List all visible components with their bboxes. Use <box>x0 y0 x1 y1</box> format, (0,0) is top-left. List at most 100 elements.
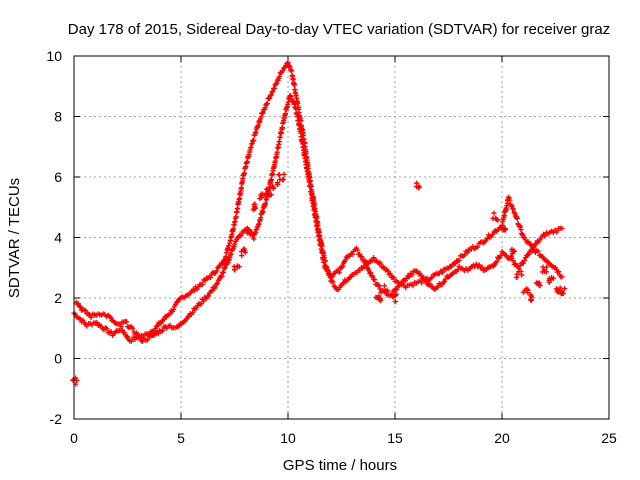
data-marker <box>133 330 139 336</box>
data-marker <box>507 197 513 203</box>
data-marker <box>554 229 560 235</box>
data-marker <box>239 252 245 259</box>
data-marker <box>429 275 435 281</box>
data-marker <box>233 214 239 220</box>
data-marker <box>557 285 563 291</box>
data-marker <box>524 287 531 293</box>
data-marker <box>170 306 177 313</box>
x-tick-label: 10 <box>280 430 296 446</box>
data-marker <box>281 171 287 177</box>
data-marker <box>476 262 482 268</box>
data-marker <box>370 274 376 280</box>
data-marker <box>390 293 396 299</box>
data-marker <box>494 259 500 265</box>
data-marker <box>201 298 207 304</box>
data-marker <box>435 284 441 290</box>
data-marker <box>399 282 405 288</box>
data-marker <box>359 254 365 260</box>
data-marker <box>251 201 257 208</box>
y-tick-label: 2 <box>54 290 62 306</box>
data-marker <box>505 194 512 200</box>
data-marker <box>456 257 462 264</box>
data-marker <box>518 268 524 275</box>
data-marker <box>349 251 355 257</box>
data-marker <box>222 265 228 271</box>
data-marker <box>409 272 415 278</box>
data-marker <box>464 250 470 256</box>
data-marker <box>128 338 134 344</box>
data-marker <box>539 269 546 275</box>
data-marker <box>387 271 393 277</box>
data-marker <box>263 191 269 197</box>
data-marker <box>492 260 499 266</box>
data-marker <box>329 274 335 280</box>
data-marker <box>550 275 556 281</box>
data-marker <box>363 260 370 266</box>
data-marker <box>367 270 374 276</box>
data-marker <box>145 337 151 343</box>
data-marker <box>260 209 266 215</box>
data-marker <box>234 264 241 270</box>
data-marker <box>282 111 289 117</box>
x-tick-label: 15 <box>387 430 403 446</box>
y-tick-label: 8 <box>54 109 62 125</box>
data-marker <box>123 319 130 325</box>
x-tick-label: 5 <box>177 430 185 446</box>
data-marker <box>455 267 461 273</box>
x-axis-label: GPS time / hours <box>283 457 397 474</box>
data-marker <box>266 95 273 102</box>
data-marker <box>108 314 114 320</box>
data-marker <box>419 280 425 286</box>
data-marker <box>510 206 517 212</box>
data-marker <box>245 226 252 233</box>
y-tick-label: -2 <box>50 411 63 427</box>
data-marker <box>528 297 534 303</box>
data-marker <box>341 280 347 286</box>
data-marker <box>274 182 280 188</box>
data-marker <box>267 93 273 99</box>
data-marker <box>363 261 369 267</box>
data-marker <box>212 284 218 290</box>
data-marker <box>307 183 313 190</box>
data-marker <box>441 278 448 285</box>
data-marker <box>392 298 399 305</box>
data-marker <box>561 286 568 292</box>
data-marker <box>421 274 427 280</box>
axis-ticks: 0 5 10 15 20 25 -2 0 2 4 6 8 10 <box>46 48 617 446</box>
y-tick-label: 4 <box>54 230 62 246</box>
data-marker <box>214 280 220 286</box>
x-tick-label: 0 <box>70 430 78 446</box>
data-marker <box>502 226 508 232</box>
data-marker <box>260 110 266 116</box>
data-marker <box>280 68 286 74</box>
data-marker <box>76 303 82 309</box>
data-marker <box>207 274 214 281</box>
data-marker <box>293 105 299 111</box>
data-marker <box>104 325 110 332</box>
data-marker <box>241 170 248 176</box>
data-marker <box>535 248 541 254</box>
data-marker <box>132 336 138 343</box>
data-marker <box>291 82 298 88</box>
data-marker <box>382 288 389 294</box>
data-marker <box>336 269 342 275</box>
data-marker <box>331 283 337 289</box>
data-marker <box>439 269 445 276</box>
data-marker <box>376 283 382 289</box>
data-marker <box>508 253 515 259</box>
data-marker <box>241 247 247 253</box>
data-marker <box>491 210 497 216</box>
data-marker <box>75 301 81 307</box>
data-marker <box>262 200 269 207</box>
data-marker <box>492 215 499 221</box>
data-marker <box>276 138 283 145</box>
y-tick-label: 6 <box>54 169 62 185</box>
data-marker <box>276 171 282 178</box>
data-marker <box>362 257 368 264</box>
data-marker <box>205 293 212 299</box>
data-marker <box>415 185 422 191</box>
data-marker <box>414 180 420 186</box>
data-marker <box>484 236 490 242</box>
data-marker <box>509 251 515 257</box>
data-marker <box>124 333 131 339</box>
